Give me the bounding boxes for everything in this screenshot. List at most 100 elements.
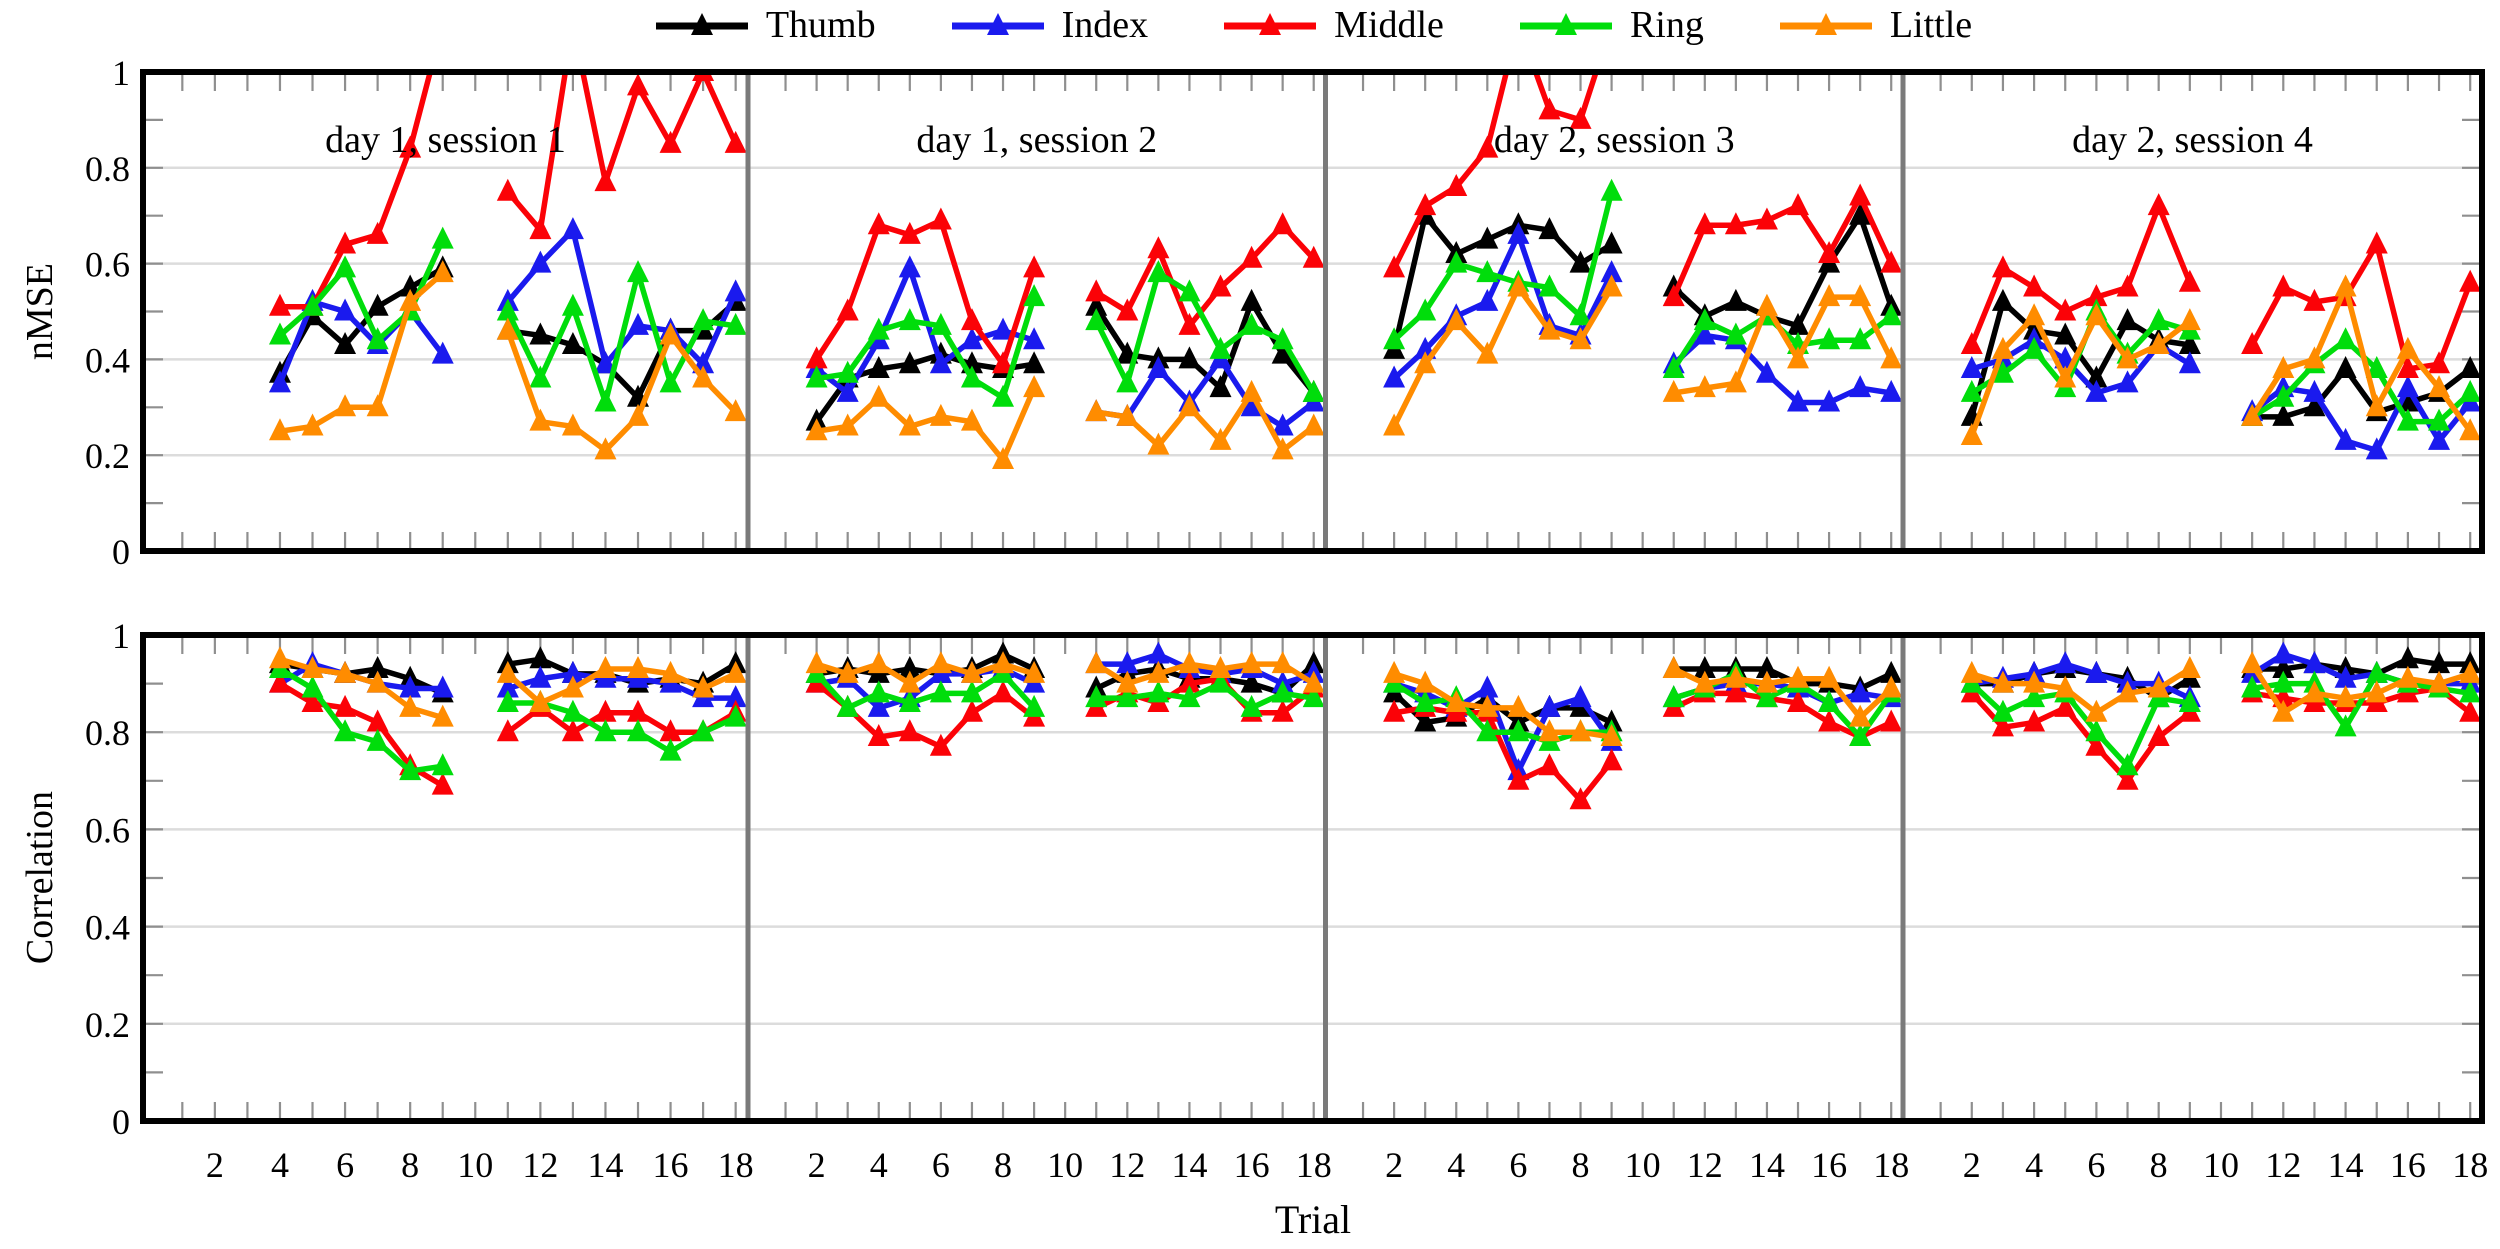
marker-ring xyxy=(1662,685,1685,708)
marker-thumb xyxy=(2272,656,2295,679)
marker-little xyxy=(1209,427,1232,450)
marker-ring xyxy=(836,360,859,383)
marker-index xyxy=(1787,389,1810,412)
marker-middle xyxy=(2428,351,2451,374)
marker-thumb xyxy=(1178,346,1201,369)
marker-middle xyxy=(929,733,952,756)
marker-ring xyxy=(561,699,584,722)
marker-middle xyxy=(836,298,859,321)
marker-middle xyxy=(1538,753,1561,776)
marker-little xyxy=(1787,665,1810,688)
marker-little xyxy=(1880,346,1903,369)
line-little xyxy=(505,666,739,706)
marker-ring xyxy=(2085,719,2108,742)
marker-little xyxy=(836,660,859,683)
marker-little xyxy=(561,675,584,698)
marker-middle xyxy=(1991,255,2014,278)
marker-middle xyxy=(561,719,584,742)
marker-thumb xyxy=(898,656,921,679)
marker-middle xyxy=(1240,245,1263,268)
marker-index xyxy=(2365,437,2388,460)
marker-little xyxy=(1991,336,2014,359)
marker-little xyxy=(2023,670,2046,693)
marker-little xyxy=(594,656,617,679)
marker-ring xyxy=(1209,670,1232,693)
marker-middle xyxy=(2178,269,2201,292)
marker-thumb xyxy=(1476,226,1499,249)
marker-index xyxy=(1147,355,1170,378)
marker-middle xyxy=(929,207,952,230)
marker-little xyxy=(929,651,952,674)
marker-index xyxy=(992,317,1015,340)
marker-ring xyxy=(627,260,650,283)
marker-ring xyxy=(561,293,584,316)
marker-little xyxy=(2396,665,2419,688)
marker-middle xyxy=(992,680,1015,703)
marker-ring xyxy=(1849,724,1872,747)
marker-index xyxy=(1383,365,1406,388)
marker-little xyxy=(1023,660,1046,683)
x-tick-label: 6 xyxy=(336,1145,354,1185)
marker-middle xyxy=(805,346,828,369)
marker-little xyxy=(2365,680,2388,703)
marker-little xyxy=(1880,675,1903,698)
marker-thumb xyxy=(2396,389,2419,412)
marker-ring xyxy=(334,719,357,742)
marker-little xyxy=(2303,346,2326,369)
marker-ring xyxy=(1476,260,1499,283)
marker-middle xyxy=(627,699,650,722)
marker-ring xyxy=(1724,322,1747,345)
marker-index xyxy=(561,217,584,240)
marker-ring xyxy=(1085,685,1108,708)
marker-little xyxy=(992,446,1015,469)
marker-little xyxy=(2147,675,2170,698)
marker-middle xyxy=(2303,288,2326,311)
panel-title: day 2, session 3 xyxy=(1494,119,1735,161)
marker-ring xyxy=(1023,284,1046,307)
marker-middle xyxy=(1302,245,1325,268)
marker-little xyxy=(1383,413,1406,436)
marker-thumb xyxy=(2303,394,2326,417)
marker-thumb xyxy=(529,322,552,345)
marker-index xyxy=(2334,427,2357,450)
marker-ring xyxy=(1116,685,1139,708)
marker-ring xyxy=(1569,303,1592,326)
marker-little xyxy=(594,437,617,460)
marker-thumb xyxy=(1880,660,1903,683)
marker-little xyxy=(2428,670,2451,693)
marker-ring xyxy=(1693,308,1716,331)
marker-little xyxy=(1414,670,1437,693)
marker-index xyxy=(929,351,952,374)
marker-index xyxy=(1960,355,1983,378)
marker-little xyxy=(1600,274,1623,297)
legend-item-middle: Middle xyxy=(1222,3,1444,47)
marker-little xyxy=(2178,308,2201,331)
marker-thumb xyxy=(1991,288,2014,311)
marker-little xyxy=(1383,660,1406,683)
marker-middle xyxy=(1538,97,1561,120)
x-tick-label: 16 xyxy=(1234,1145,1270,1185)
marker-ring xyxy=(334,255,357,278)
marker-index xyxy=(2334,665,2357,688)
marker-ring xyxy=(960,680,983,703)
marker-thumb xyxy=(1085,293,1108,316)
marker-little xyxy=(2272,355,2295,378)
legend-label: Middle xyxy=(1334,4,1444,46)
x-tick-label: 12 xyxy=(1109,1145,1145,1185)
y-tick-label: 1 xyxy=(112,53,130,93)
marker-ring xyxy=(659,370,682,393)
marker-thumb xyxy=(2334,355,2357,378)
marker-index xyxy=(1880,379,1903,402)
marker-middle xyxy=(399,135,422,158)
marker-middle xyxy=(1209,274,1232,297)
marker-thumb xyxy=(1414,709,1437,732)
plot-border xyxy=(140,632,2485,1124)
marker-index xyxy=(2178,351,2201,374)
marker-little xyxy=(627,656,650,679)
marker-little xyxy=(1147,660,1170,683)
marker-little xyxy=(1476,694,1499,717)
marker-little xyxy=(1147,432,1170,455)
marker-index xyxy=(836,379,859,402)
panel-title: day 1, session 2 xyxy=(916,119,1157,161)
marker-ring xyxy=(1662,355,1685,378)
